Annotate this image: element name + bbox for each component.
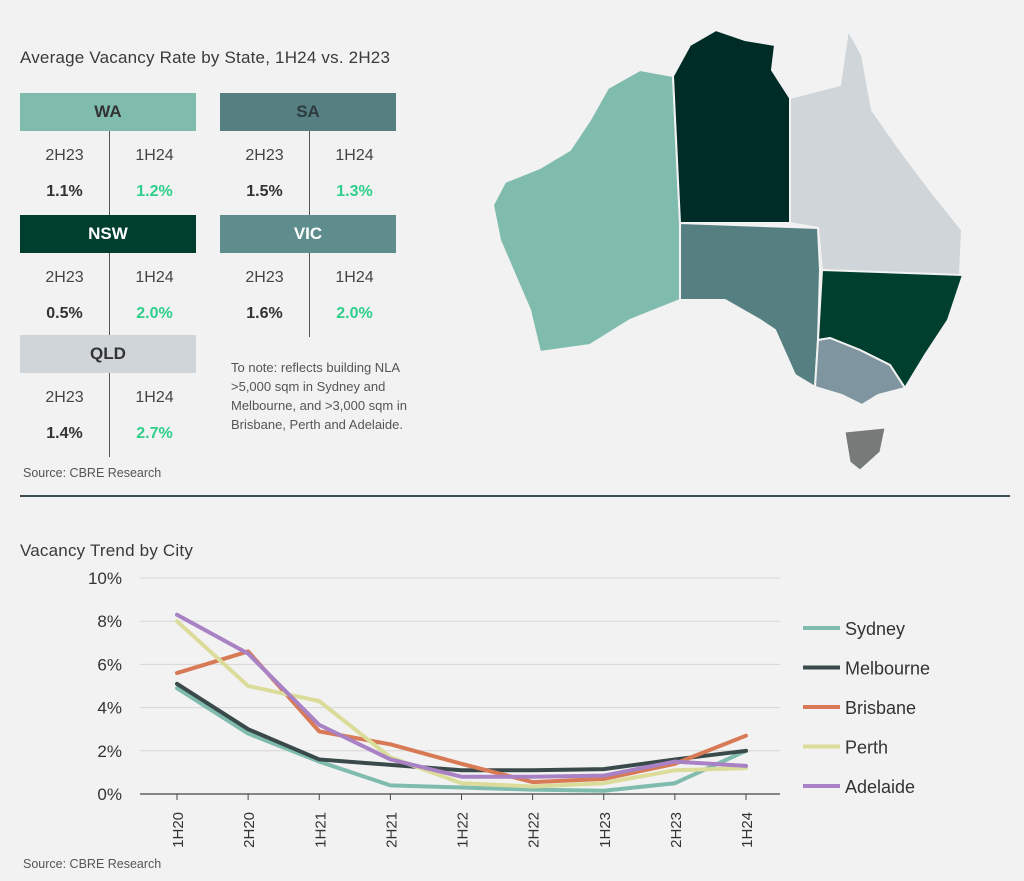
map-region-tas	[844, 427, 886, 471]
y-tick-label: 6%	[97, 655, 122, 674]
y-axis-ticks: 0% 2% 4% 6% 8% 10%	[88, 569, 122, 804]
map-region-nt	[671, 28, 791, 224]
x-tick-label: 1H22	[455, 812, 472, 848]
period-label: 1H24	[135, 269, 174, 286]
vacancy-trend-chart: 0%2%4%6%8%10% 1H20 2H20 1H21 2H21 1H22 2H22 1H…	[88, 569, 930, 848]
vacancy-2h23: 1.5%	[246, 183, 283, 200]
series-line-sydney	[175, 686, 748, 793]
card-header-qld: QLD	[20, 335, 196, 373]
map-region-sa	[679, 221, 822, 389]
series-line-melbourne	[175, 681, 748, 773]
map-region-vic	[813, 336, 907, 407]
period-label: 2H23	[245, 147, 284, 164]
legend-label-brisbane: Brisbane	[845, 698, 916, 718]
australia-map	[491, 26, 965, 471]
period-label: 1H24	[335, 269, 374, 286]
legend-label-melbourne: Melbourne	[845, 659, 930, 679]
chart-lines	[175, 612, 748, 793]
x-tick-label: 2H20	[241, 812, 258, 848]
chart-title: Vacancy Trend by City	[20, 541, 194, 560]
legend-label-perth: Perth	[845, 738, 888, 758]
vacancy-2h23: 1.6%	[246, 305, 283, 322]
card-header-wa: WA	[20, 93, 196, 131]
legend-label-sydney: Sydney	[845, 619, 905, 639]
column-divider	[309, 253, 310, 337]
card-wa: WA 2H23 1H24 1.1% 1.2%	[20, 93, 196, 217]
card-body: 2H23 1H24 1.1% 1.2%	[20, 131, 196, 217]
column-divider	[309, 131, 310, 215]
chart-grid	[140, 577, 780, 795]
x-tick-label: 1H21	[312, 812, 329, 848]
y-tick-label: 4%	[97, 699, 122, 718]
vacancy-2h23: 1.1%	[46, 183, 83, 200]
period-label: 2H23	[45, 269, 84, 286]
x-tick-label: 1H24	[739, 812, 756, 848]
vacancy-1h24: 2.0%	[136, 305, 173, 322]
column-divider	[109, 131, 110, 215]
period-label: 2H23	[45, 389, 84, 406]
vacancy-1h24: 2.0%	[336, 305, 373, 322]
series-line-adelaide	[175, 612, 748, 779]
chart-legend: Sydney Melbourne Brisbane Perth Adelaide	[803, 619, 930, 797]
map-region-wa	[491, 68, 681, 354]
card-nsw: NSW 2H23 1H24 0.5% 2.0%	[20, 215, 196, 339]
card-header-nsw: NSW	[20, 215, 196, 253]
vacancy-1h24: 1.2%	[136, 183, 173, 200]
period-label: 2H23	[45, 147, 84, 164]
source-note: Source: CBRE Research	[23, 466, 162, 480]
y-tick-label: 0%	[97, 785, 122, 804]
period-label: 1H24	[135, 389, 174, 406]
x-tick-label: 1H20	[170, 812, 187, 848]
card-sa: SA 2H23 1H24 1.5% 1.3%	[220, 93, 396, 217]
legend-label-adelaide: Adelaide	[845, 777, 915, 797]
period-label: 2H23	[245, 269, 284, 286]
card-vic: VIC 2H23 1H24 1.6% 2.0%	[220, 215, 396, 339]
card-body: 2H23 1H24 1.6% 2.0%	[220, 253, 396, 339]
card-body: 2H23 1H24 1.5% 1.3%	[220, 131, 396, 217]
column-divider	[109, 253, 110, 337]
period-label: 1H24	[135, 147, 174, 164]
x-tick-label: 1H23	[597, 812, 614, 848]
section-divider	[20, 495, 1010, 497]
x-tick-label: 2H21	[383, 812, 400, 848]
card-header-vic: VIC	[220, 215, 396, 253]
x-tick-label: 2H22	[526, 812, 543, 848]
column-divider	[109, 373, 110, 457]
card-header-sa: SA	[220, 93, 396, 131]
state-vacancy-title: Average Vacancy Rate by State, 1H24 vs. …	[20, 48, 391, 67]
vacancy-1h24: 2.7%	[136, 425, 173, 442]
vacancy-1h24: 1.3%	[336, 183, 373, 200]
card-body: 2H23 1H24 0.5% 2.0%	[20, 253, 196, 339]
y-tick-label: 8%	[97, 612, 122, 631]
y-tick-label: 10%	[88, 569, 122, 588]
x-axis-ticks: 1H20 2H20 1H21 2H21 1H22 2H22 1H23 2H23 1H24	[170, 794, 756, 848]
series-line-perth	[175, 619, 748, 789]
card-qld: QLD 2H23 1H24 1.4% 2.7%	[20, 335, 196, 459]
vacancy-2h23: 0.5%	[46, 305, 83, 322]
vacancy-2h23: 1.4%	[46, 425, 83, 442]
footnote: To note: reflects building NLA >5,000 sq…	[231, 360, 407, 432]
y-tick-label: 2%	[97, 742, 122, 761]
card-body: 2H23 1H24 1.4% 2.7%	[20, 373, 196, 459]
period-label: 1H24	[335, 147, 374, 164]
chart-source-note: Source: CBRE Research	[23, 857, 162, 871]
x-tick-label: 2H23	[668, 812, 685, 848]
